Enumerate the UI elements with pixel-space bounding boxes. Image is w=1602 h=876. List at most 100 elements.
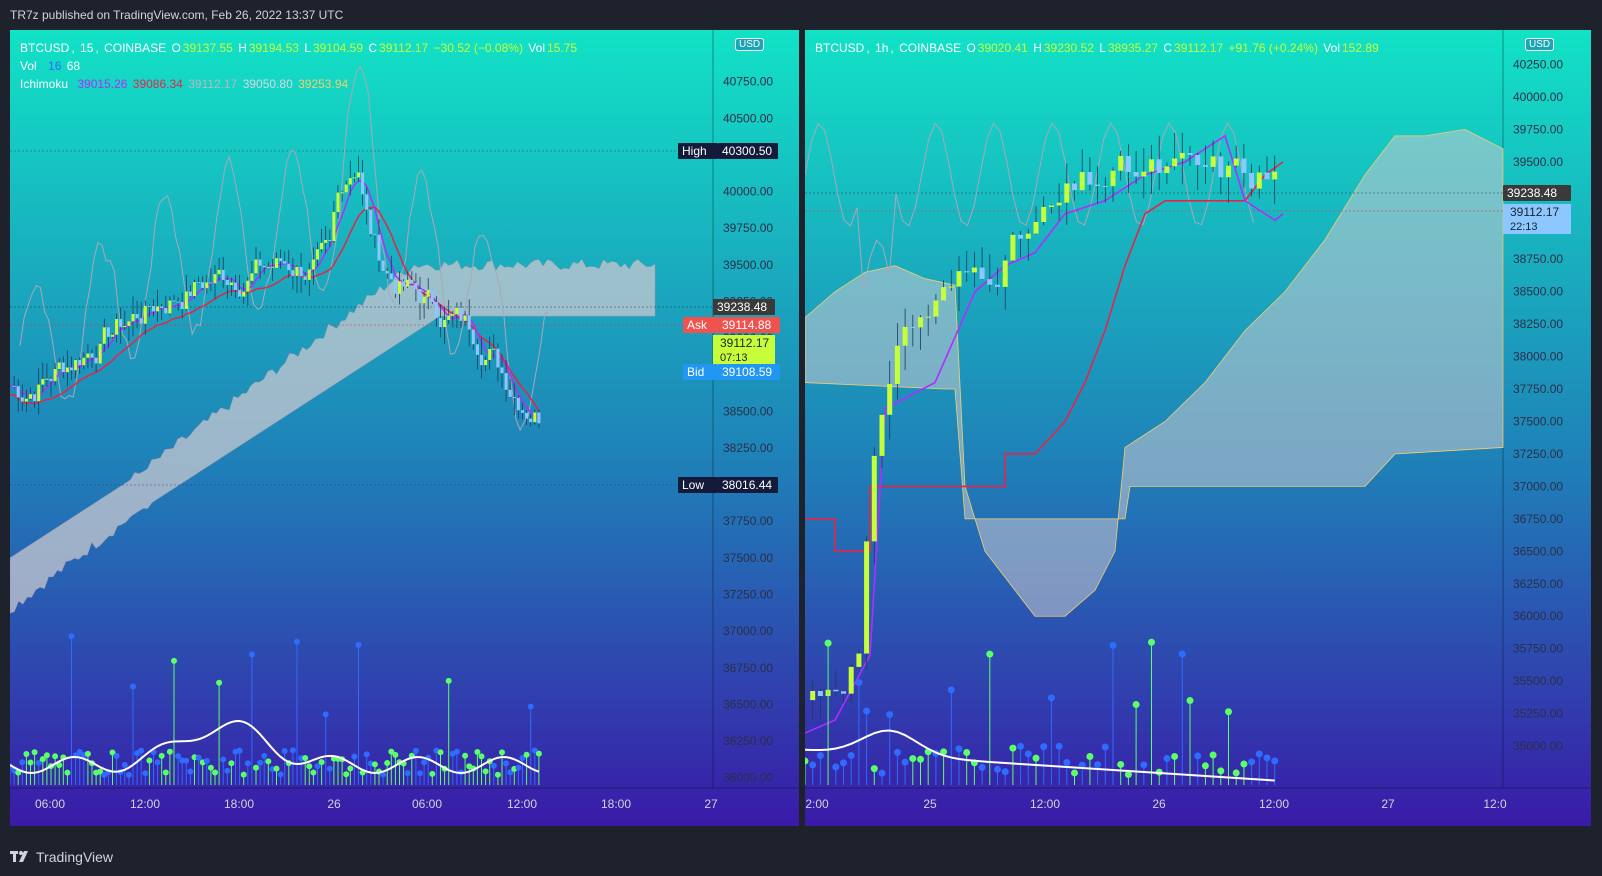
right-interval[interactable]: 1h: [875, 41, 889, 55]
candle-body: [160, 306, 164, 309]
right-h-label: H: [1033, 41, 1042, 55]
volume-dot: [187, 768, 194, 775]
right-o-label: O: [966, 41, 976, 55]
left-change: −30.52 (−0.08%): [433, 41, 523, 55]
low-marker-value: 38016.44: [722, 478, 772, 492]
candle-body: [439, 317, 442, 328]
right-symbol[interactable]: BTCUSD: [815, 41, 865, 55]
volume-dot: [1040, 743, 1048, 751]
candle-body: [1241, 158, 1247, 174]
volume-dot: [306, 763, 313, 770]
candle-body: [389, 273, 393, 280]
volume-dot: [474, 749, 481, 756]
candle-body: [381, 260, 385, 272]
candle-body: [291, 270, 295, 276]
candle-body: [471, 329, 475, 345]
candle-body: [164, 308, 168, 314]
candle-body: [49, 378, 53, 382]
candle-body: [459, 307, 463, 321]
volume-dot: [121, 762, 128, 769]
candle-body: [332, 211, 336, 242]
vol-indicator-p1: 16: [48, 59, 62, 73]
left-symbol[interactable]: BTCUSD: [20, 41, 70, 55]
volume-dot: [371, 761, 378, 768]
candle-body: [266, 266, 270, 268]
right-c-label: C: [1163, 41, 1173, 55]
panel-divider[interactable]: [799, 30, 805, 836]
low-marker-label: Low: [682, 478, 704, 492]
candle-body: [817, 690, 823, 697]
right-currency-badge[interactable]: USD: [1525, 38, 1555, 51]
candle-body: [418, 289, 422, 304]
price-tick-label: 37000.00: [1513, 479, 1563, 493]
volume-dot: [302, 755, 309, 762]
right-chart-panel[interactable]: 40250.0040000.0039750.0039500.0039250.00…: [805, 30, 1591, 826]
volume-dot: [870, 765, 878, 773]
left-ichimoku-row[interactable]: Ichimoku 39015.26 39086.34 39112.17 3905…: [20, 75, 579, 93]
candle-body: [451, 313, 455, 316]
left-currency-badge[interactable]: USD: [735, 38, 765, 51]
current-price-value: 39112.17: [1510, 205, 1559, 219]
candle-body: [537, 412, 541, 424]
volume-dot: [171, 657, 177, 664]
candle-body: [65, 367, 69, 373]
candle-body: [500, 367, 504, 374]
price-tick-label: 37750.00: [1513, 382, 1563, 396]
price-tick-label: 38000.00: [1513, 350, 1563, 364]
volume-ma-line: [805, 729, 1275, 782]
price-tick-label: 37250.00: [1513, 447, 1563, 461]
candle-body: [135, 314, 139, 319]
right-change: +91.76 (+0.24%): [1228, 41, 1318, 55]
ask-value: 39114.88: [722, 318, 771, 332]
volume-dot: [809, 761, 817, 769]
volume-dot: [1086, 752, 1094, 760]
candle-body: [180, 302, 184, 309]
last-price-badge: 39238.48: [1507, 186, 1557, 200]
right-chart-canvas[interactable]: 40250.0040000.0039750.0039500.0039250.00…: [805, 30, 1591, 826]
volume-dot: [1263, 754, 1271, 762]
ichimoku-span-b: 39253.94: [298, 77, 349, 91]
candle-body: [295, 266, 299, 276]
ichimoku-label: Ichimoku: [20, 77, 69, 91]
volume-dot: [351, 753, 358, 760]
volume-dot: [1201, 762, 1209, 770]
volume-dot: [535, 750, 542, 757]
volume-dot: [490, 762, 497, 769]
candle-body: [213, 274, 217, 284]
volume-dot: [986, 650, 994, 658]
time-tick-label: 12:00: [1259, 797, 1289, 811]
volume-dot: [886, 711, 894, 719]
left-vol-indicator-row[interactable]: Vol 16 68: [20, 57, 579, 75]
price-tick-label: 36250.00: [723, 734, 773, 748]
volume-dot: [1101, 743, 1109, 751]
candle-body: [1095, 184, 1101, 186]
current-price-countdown: 07:13: [720, 352, 748, 364]
ichimoku-base: 39086.34: [132, 77, 183, 91]
candle-body: [283, 261, 287, 264]
volume-dot: [404, 770, 411, 777]
candle-body: [941, 287, 947, 301]
candle-body: [475, 344, 479, 355]
volume-dot: [1232, 769, 1240, 777]
left-chart-panel[interactable]: 40750.0040500.0040250.0040000.0039750.00…: [10, 30, 799, 826]
left-chart-canvas[interactable]: 40750.0040500.0040250.0040000.0039750.00…: [10, 30, 799, 826]
price-tick-label: 38500.00: [723, 404, 773, 418]
left-interval[interactable]: 15: [80, 41, 94, 55]
candle-body: [484, 359, 488, 366]
ichimoku-lagging: 39112.17: [188, 77, 238, 91]
volume-dot: [893, 748, 901, 756]
volume-dot: [318, 759, 325, 766]
candle-body: [344, 184, 348, 193]
volume-dot: [1071, 769, 1078, 777]
candle-body: [488, 349, 492, 360]
volume-dot: [195, 754, 202, 761]
volume-dot: [130, 683, 136, 690]
price-tick-label: 35750.00: [1513, 642, 1563, 656]
volume-dot: [824, 639, 832, 647]
volume-dot: [855, 679, 863, 687]
volume-dot: [1248, 758, 1256, 766]
tradingview-logo[interactable]: TradingView: [10, 849, 113, 865]
volume-dot: [1240, 760, 1248, 768]
candle-body: [848, 666, 854, 694]
volume-dot: [39, 756, 46, 763]
